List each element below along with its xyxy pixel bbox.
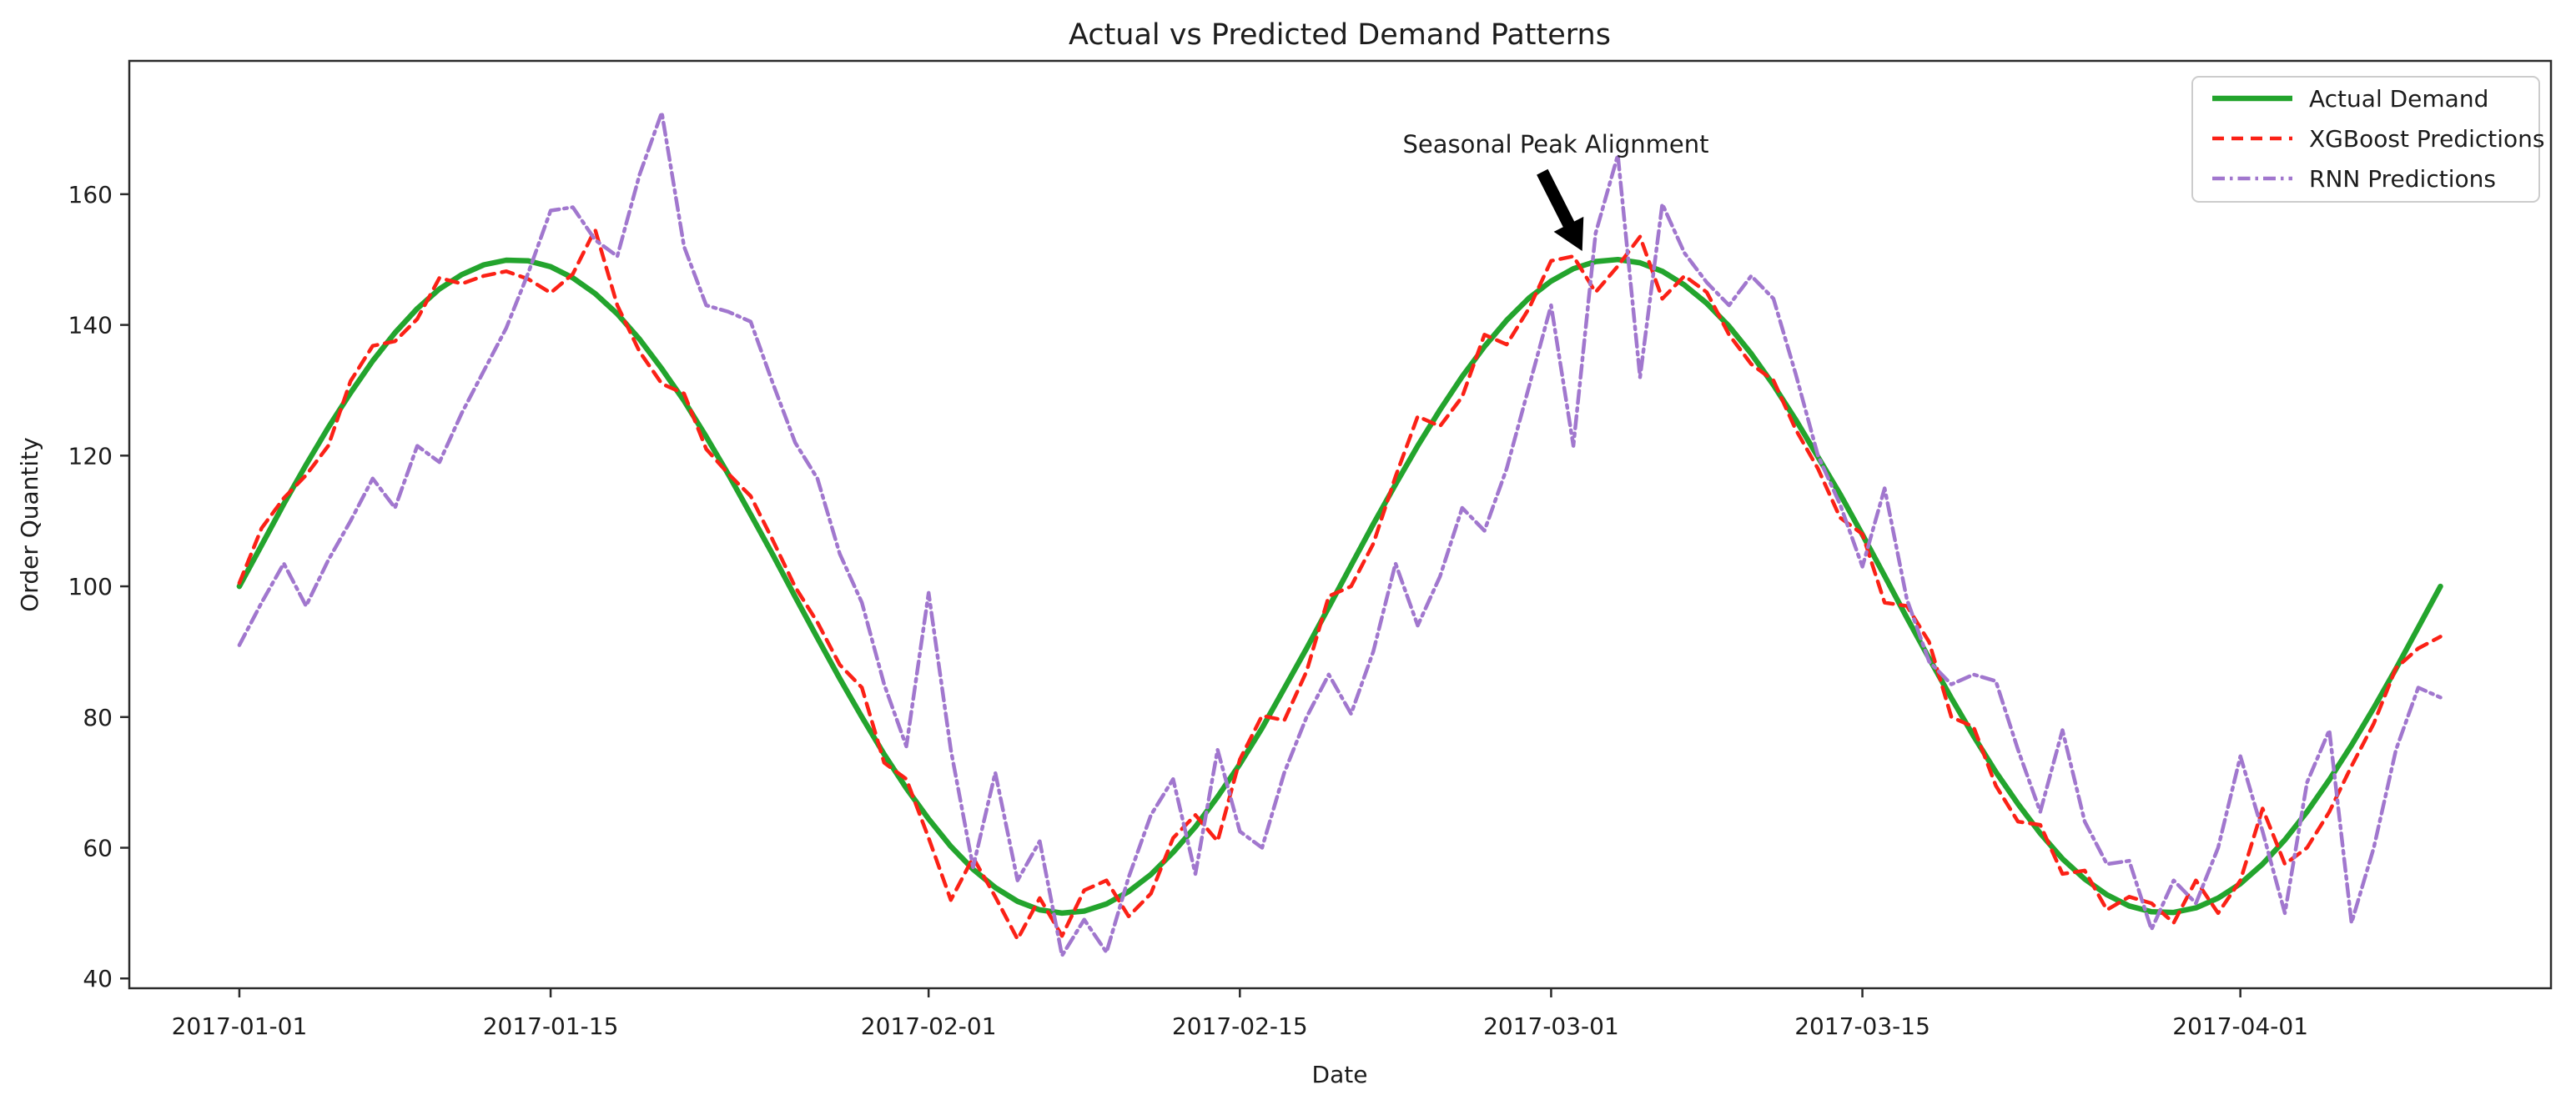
legend-label-actual-demand: Actual Demand <box>2309 85 2488 113</box>
y-tick-label: 40 <box>83 965 113 992</box>
y-axis-label: Order Quantity <box>16 437 43 611</box>
legend-item-xgboost-predictions: XGBoost Predictions <box>2212 125 2545 153</box>
plot-border <box>128 59 2553 990</box>
plot-area <box>236 110 2443 958</box>
chart-title: Actual vs Predicted Demand Patterns <box>1069 18 1611 52</box>
legend-label-rnn-predictions: RNN Predictions <box>2309 165 2496 193</box>
x-tick-label: 2017-01-15 <box>483 1012 619 1040</box>
legend-item-actual-demand: Actual Demand <box>2212 85 2488 113</box>
annotation-arrow <box>1537 168 1584 251</box>
axis-ticks: 2017-01-01 2017-01-15 2017-02-01 2017-02-15… <box>68 181 2308 1040</box>
x-tick-label: 2017-03-15 <box>1794 1012 1930 1040</box>
y-tick-label: 60 <box>83 835 113 862</box>
legend-label-xgboost-predictions: XGBoost Predictions <box>2309 125 2545 153</box>
arrow-shape <box>1537 168 1584 251</box>
x-tick-label: 2017-01-01 <box>172 1012 308 1040</box>
x-tick-label: 2017-03-01 <box>1483 1012 1619 1040</box>
legend-item-rnn-predictions: RNN Predictions <box>2212 165 2496 193</box>
y-tick-label: 80 <box>83 704 113 731</box>
x-tick-label: 2017-02-15 <box>1172 1012 1308 1040</box>
legend-box <box>2191 76 2540 203</box>
series-line-actual-demand <box>236 256 2443 917</box>
y-tick-label: 140 <box>68 312 113 339</box>
series-line-rnn-predictions <box>237 110 2443 958</box>
y-tick-label: 120 <box>68 442 113 470</box>
x-tick-label: 2017-02-01 <box>861 1012 997 1040</box>
y-tick-label: 100 <box>68 573 113 600</box>
y-tick-label: 160 <box>68 181 113 208</box>
series-line-xgboost-predictions <box>237 227 2443 942</box>
legend: Actual Demand XGBoost Predictions RNN Pr… <box>2191 76 2545 203</box>
x-tick-label: 2017-04-01 <box>2172 1012 2308 1040</box>
x-axis-label: Date <box>1312 1061 1368 1088</box>
annotation-text: Seasonal Peak Alignment <box>1403 130 1709 158</box>
